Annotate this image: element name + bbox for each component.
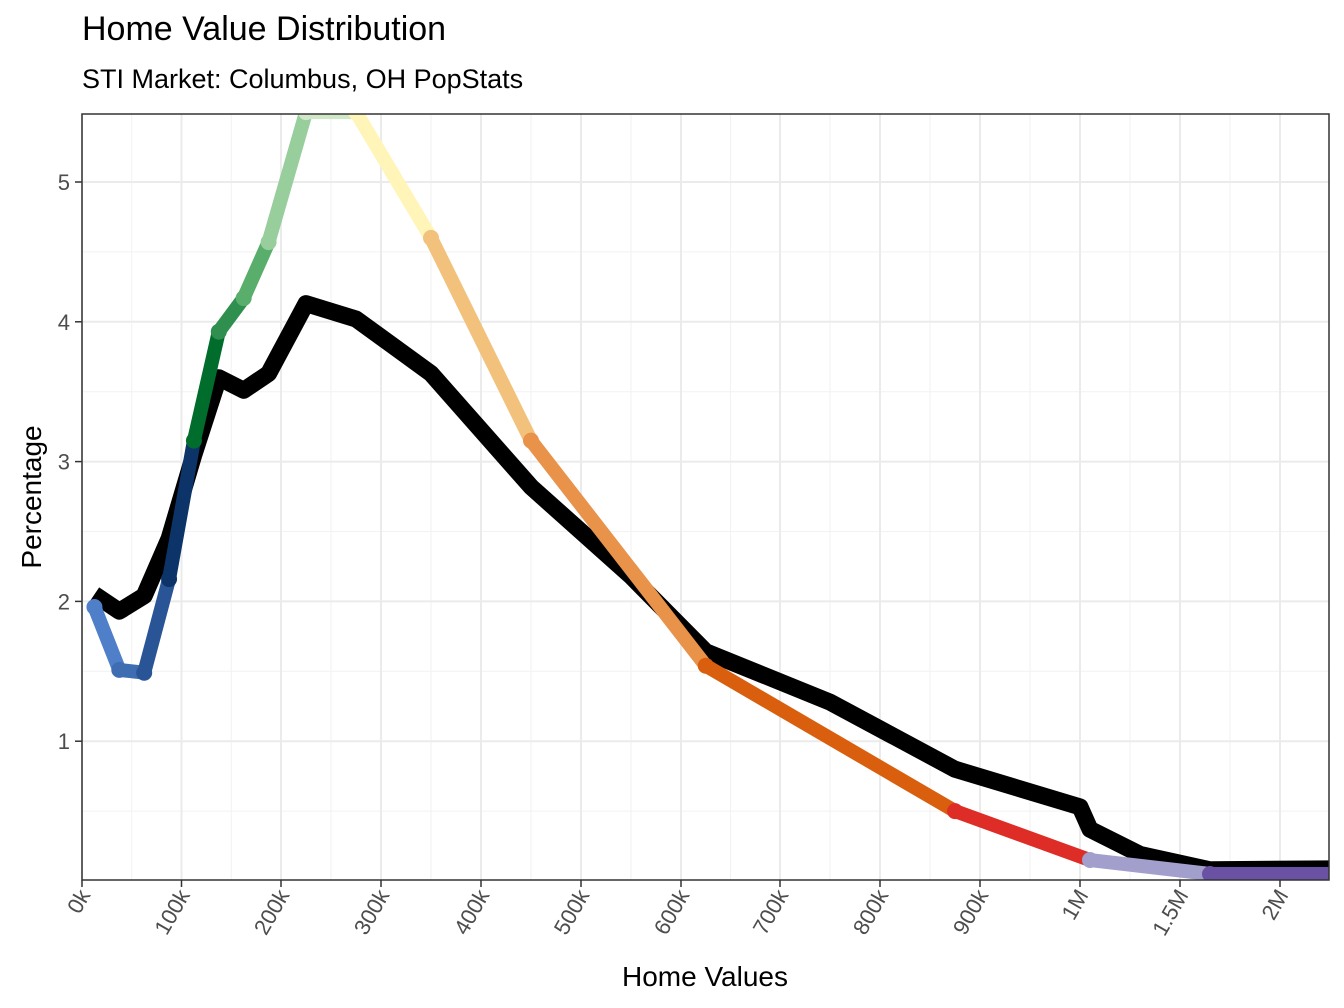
data-lines [86, 114, 1329, 880]
series-segment [261, 114, 313, 250]
series-segment [137, 572, 177, 680]
x-tick-label: 0k [62, 884, 96, 917]
plot-panel-border [81, 113, 1330, 881]
series-point [86, 598, 103, 615]
plot-panel-background [82, 114, 1329, 880]
chart-title: Home Value Distribution [82, 10, 447, 48]
series-point [210, 323, 227, 340]
x-tick-label: 200k [249, 884, 295, 939]
series-point [1082, 852, 1098, 869]
series-point [136, 664, 153, 681]
series-segment [698, 658, 962, 819]
series-segment [424, 230, 538, 448]
y-axis-title: Percentage [16, 425, 47, 568]
series-segment [87, 599, 127, 677]
series-segment [186, 324, 226, 448]
series-point [260, 234, 277, 251]
x-tick-label: 400k [449, 884, 495, 939]
x-tick-label: 1M [1056, 885, 1093, 924]
series-segment [162, 433, 201, 587]
chart-subtitle: STI Market: Columbus, OH PopStats [82, 64, 524, 94]
x-tick-label: 1.5M [1147, 885, 1193, 940]
series-point [348, 114, 364, 121]
series-point [523, 432, 539, 449]
series-point [947, 803, 963, 820]
series-point [111, 661, 128, 678]
x-tick-label: 2M [1256, 885, 1293, 924]
series-point [423, 229, 439, 246]
series-point [185, 432, 202, 449]
series-segment [1083, 853, 1217, 880]
y-tick-label: 4 [58, 310, 70, 335]
x-tick-label: 900k [948, 884, 994, 939]
x-tick-label: 500k [549, 884, 595, 939]
y-tick-label: 1 [58, 729, 70, 754]
series-segment [236, 235, 276, 306]
series-point [1202, 866, 1218, 880]
series-segment [948, 804, 1097, 868]
x-tick-label: 600k [649, 884, 695, 939]
y-tick-label: 2 [58, 589, 70, 614]
y-axis: 1 2 3 4 5 [58, 170, 82, 754]
series-segment [349, 114, 438, 245]
x-axis-title: Home Values [622, 961, 788, 992]
series-point [298, 114, 314, 121]
series-segment [524, 433, 713, 673]
x-axis: 0k 100k 200k 300k 400k 500k 600k 700k 800k 900k 1M… [62, 880, 1293, 940]
y-tick-label: 3 [58, 450, 70, 475]
x-tick-label: 300k [349, 884, 395, 939]
y-tick-label: 5 [58, 170, 70, 195]
series-point [235, 290, 252, 307]
x-tick-label: 100k [149, 884, 195, 939]
x-tick-label: 800k [848, 884, 894, 939]
series-point [161, 571, 178, 588]
x-tick-label: 700k [748, 884, 794, 939]
series-point [697, 657, 714, 674]
